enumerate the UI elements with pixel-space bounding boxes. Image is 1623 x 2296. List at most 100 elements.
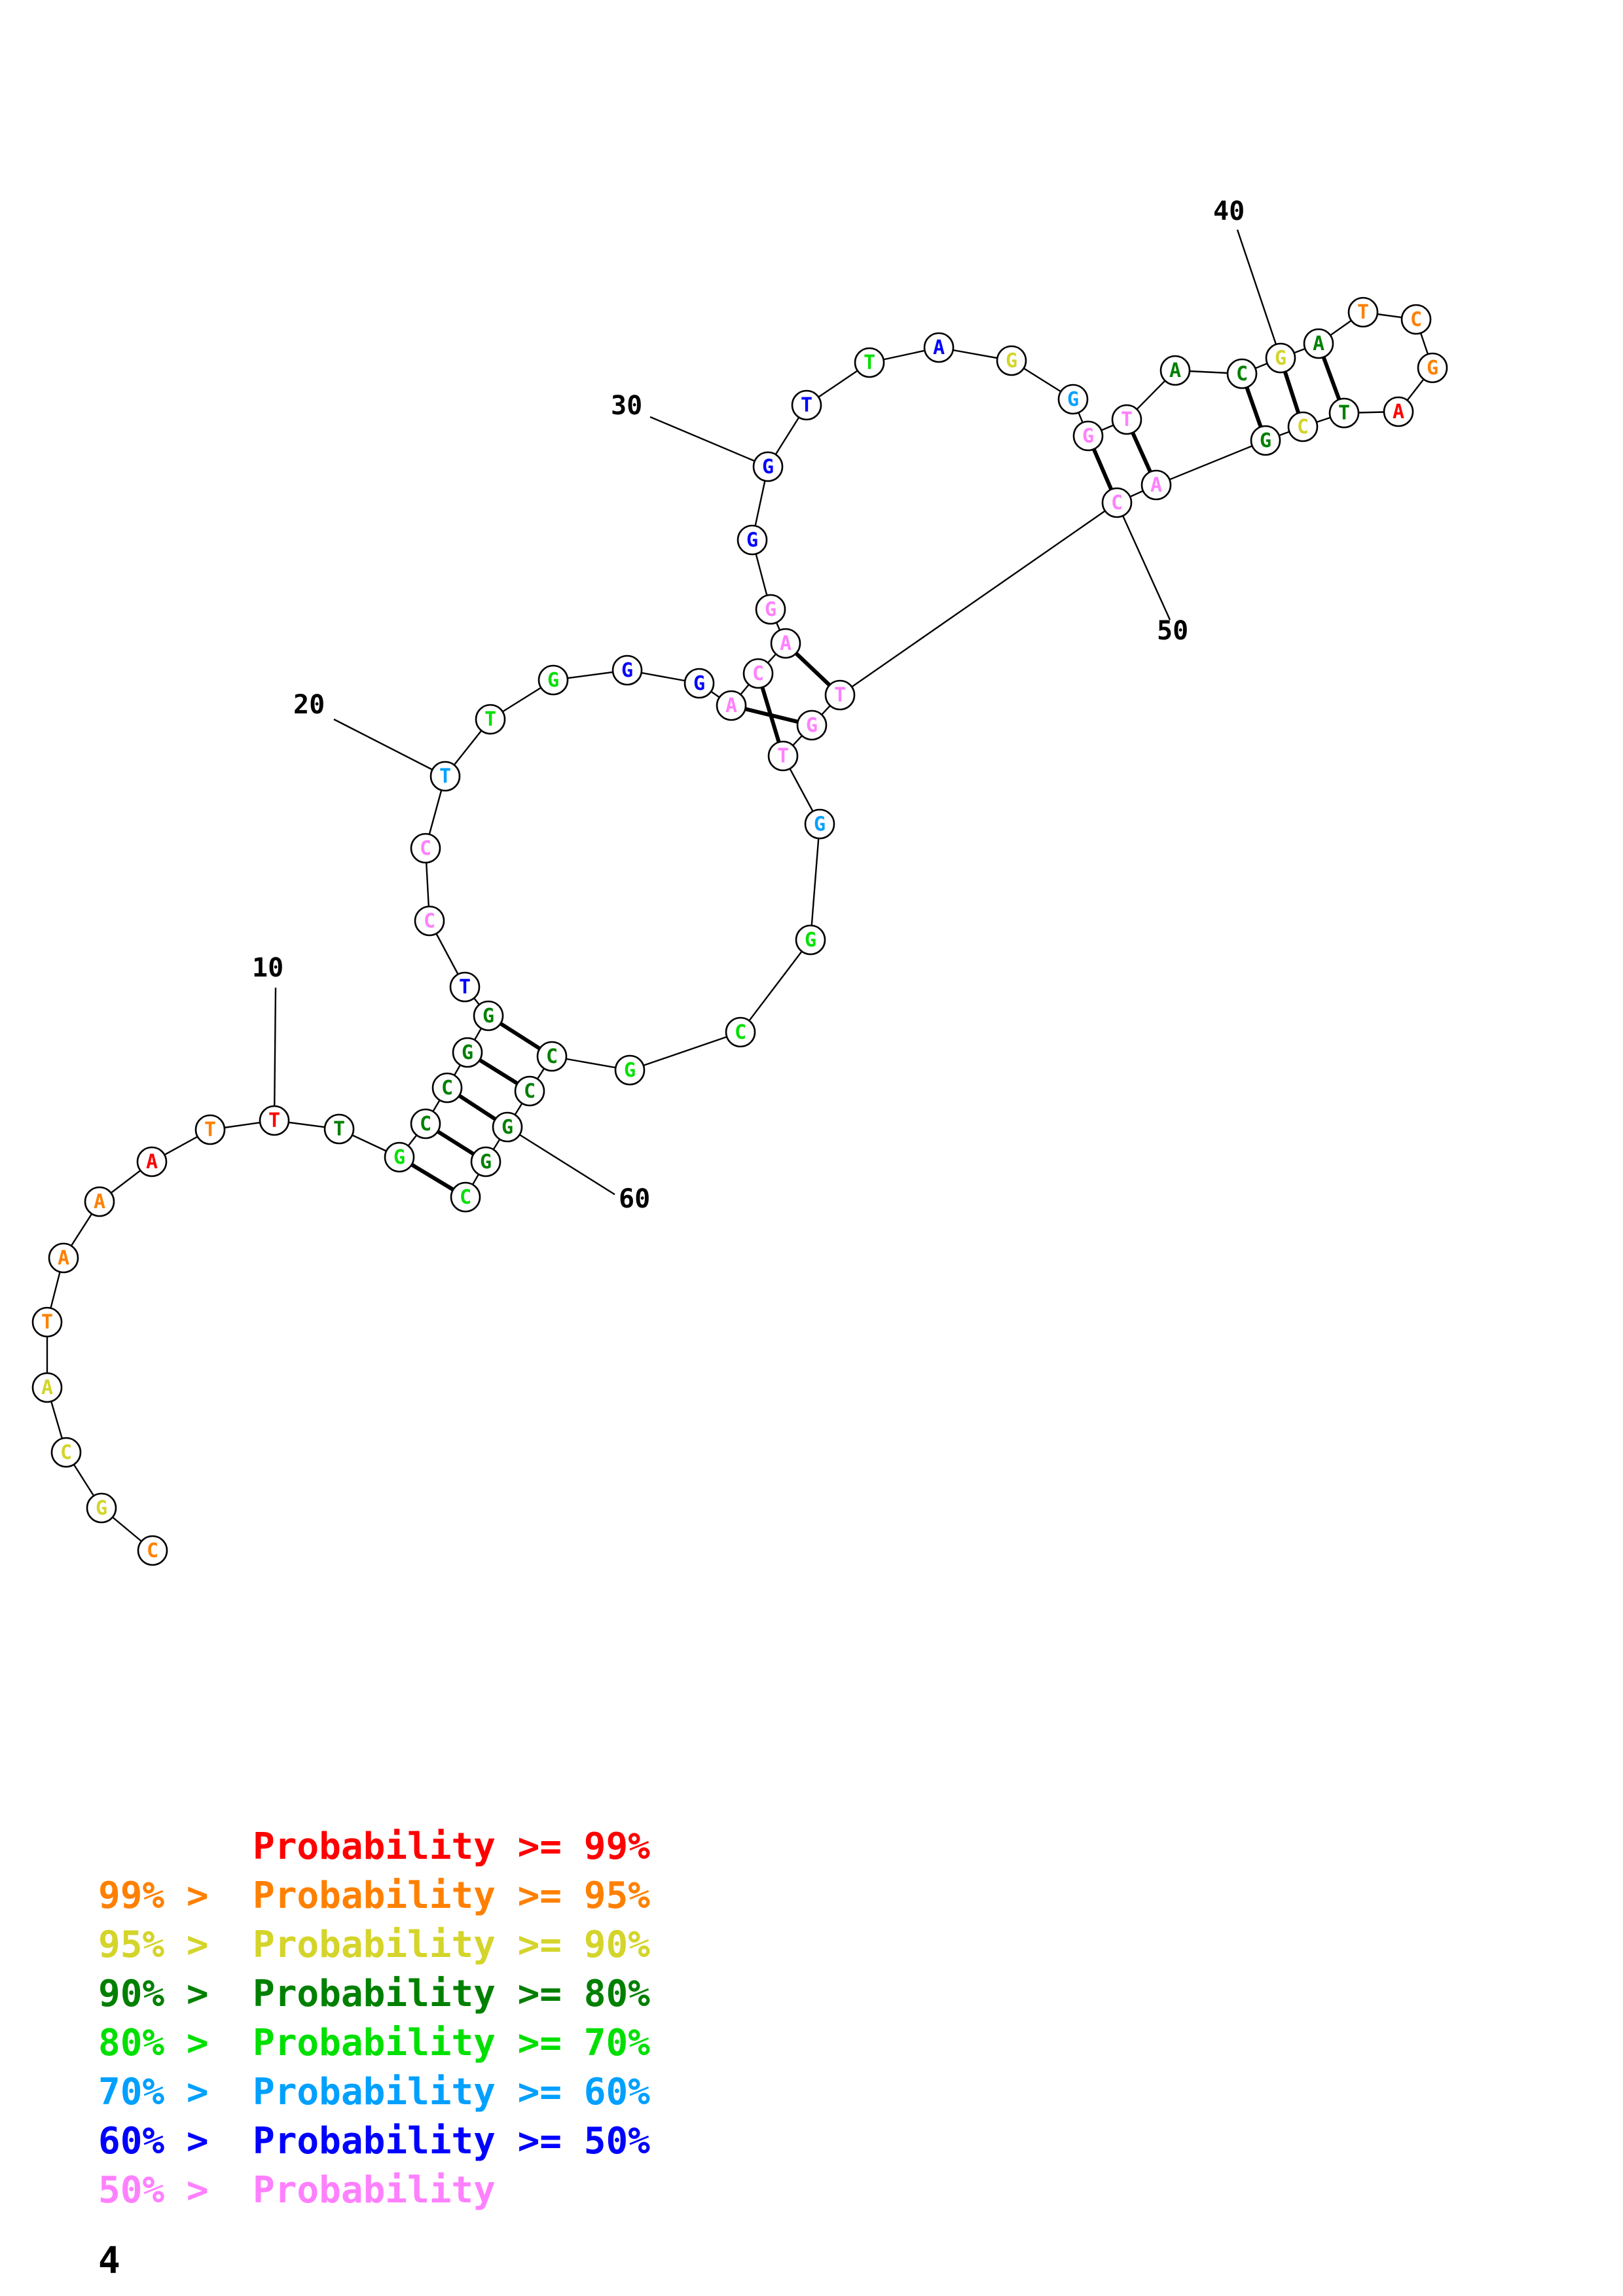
nucleotide-40: G: [1265, 342, 1296, 374]
backbone-segment: [740, 939, 811, 1033]
legend-row: Probability >= 99%: [253, 1825, 650, 1868]
base-pair-bond: [1091, 448, 1114, 490]
backbone-segment: [629, 1031, 741, 1071]
nucleotide-23: G: [611, 655, 643, 686]
nucleotide-circle: [1250, 425, 1281, 456]
nucleotide-43: C: [1400, 304, 1432, 335]
nucleotide-base: G: [621, 659, 633, 682]
base-pair-bond: [499, 1022, 541, 1050]
nucleotide-base: G: [762, 456, 774, 478]
nucleotide-circle: [384, 1141, 415, 1173]
legend-prefix: 70% >: [98, 2071, 209, 2113]
nucleotide-5: T: [31, 1306, 63, 1338]
nucleotide-52: G: [796, 709, 828, 741]
nucleotide-13: C: [410, 1108, 441, 1139]
nucleotide-base: T: [459, 976, 471, 999]
nucleotide-56: C: [725, 1016, 756, 1048]
nucleotide-circle: [431, 1072, 463, 1103]
nucleotide-base: A: [1393, 401, 1404, 423]
nucleotide-21: T: [475, 704, 506, 735]
nucleotide-base: G: [96, 1497, 107, 1520]
legend-label: Probability >= 70%: [253, 2022, 650, 2064]
legend-row: 60% > Probability >= 50%: [98, 2120, 650, 2162]
nucleotide-circle: [804, 808, 835, 840]
nucleotide-9: T: [194, 1114, 226, 1145]
nucleotide-2: G: [86, 1492, 117, 1524]
nucleotide-circle: [1287, 411, 1319, 442]
nucleotide-27: A: [770, 628, 801, 659]
nucleotide-circle: [611, 655, 643, 686]
nucleotide-base: C: [752, 662, 764, 685]
nucleotide-base: G: [1260, 429, 1271, 452]
base-pair-bond: [458, 1094, 497, 1121]
nucleotide-base: G: [624, 1059, 636, 1082]
legend-row: 80% > Probability >= 70%: [98, 2022, 650, 2064]
nucleotide-circle: [514, 1075, 545, 1107]
nucleotide-circle: [452, 1037, 483, 1068]
nucleotide-4: A: [31, 1372, 63, 1403]
nucleotide-circle: [716, 690, 747, 721]
nucleotide-37: T: [1111, 404, 1142, 435]
nucleotide-base: C: [441, 1077, 453, 1100]
nucleotide-base: C: [60, 1441, 72, 1464]
nucleotide-circle: [1347, 296, 1379, 328]
nucleotide-19: C: [410, 833, 441, 864]
index-tick: [273, 987, 277, 1121]
nucleotide-38: A: [1159, 355, 1191, 386]
base-pair-bond: [760, 687, 781, 743]
base-pair-bond: [479, 1058, 519, 1085]
legend-row: 70% > Probability >= 60%: [98, 2071, 650, 2113]
nucleotide-base: C: [1236, 363, 1248, 386]
nucleotide-base: G: [805, 929, 816, 952]
base-pair-bond: [437, 1130, 475, 1156]
nucleotide-base: T: [204, 1119, 216, 1141]
nucleotide-circle: [1383, 396, 1414, 427]
nucleotide-base: A: [1313, 332, 1324, 355]
nucleotide-61: G: [470, 1146, 501, 1177]
nucleotide-base: C: [420, 1113, 431, 1136]
nucleotide-22: G: [538, 664, 569, 696]
nucleotide-57: G: [614, 1054, 646, 1086]
nucleotide-62: C: [450, 1181, 481, 1213]
backbone-segment: [809, 823, 821, 941]
nucleotide-base: C: [1297, 416, 1309, 439]
index-tick: [1116, 502, 1171, 620]
nucleotide-circle: [1140, 469, 1172, 501]
nucleotide-circle: [137, 1535, 168, 1566]
nucleotide-base: G: [1067, 388, 1079, 411]
nucleotide-circle: [1101, 487, 1133, 518]
nucleotide-10: T: [259, 1105, 290, 1136]
nucleotide-base: T: [268, 1109, 280, 1132]
nucleotide-41: A: [1303, 328, 1334, 359]
nucleotide-base: C: [546, 1045, 558, 1068]
nucleotide-base: T: [484, 708, 496, 731]
index-label: 60: [619, 1184, 650, 1214]
nucleotide-39: C: [1226, 358, 1258, 389]
nucleotide-circle: [136, 1146, 168, 1177]
nucleotide-circle: [752, 451, 784, 482]
nucleotide-16: G: [473, 1000, 504, 1031]
nucleotide-circle: [824, 679, 856, 711]
index-label: 50: [1157, 616, 1188, 646]
nucleotide-50: C: [1101, 487, 1133, 518]
nucleotide-36: G: [1072, 420, 1104, 452]
nucleotide-circle: [737, 524, 768, 556]
nucleotide-1: C: [137, 1535, 168, 1566]
nucleotide-31: T: [791, 389, 822, 421]
index-labels: 10 20 30 40 50 60: [252, 196, 1282, 1214]
nucleotide-base: G: [806, 714, 818, 737]
nucleotide-circle: [1328, 397, 1360, 429]
nucleotide-6: A: [48, 1242, 79, 1274]
nucleotide-base: T: [801, 394, 812, 417]
nucleotide-base: T: [1357, 301, 1369, 324]
index-label: 20: [293, 690, 325, 720]
nucleotide-base: G: [1275, 347, 1286, 370]
base-pair-bond: [410, 1162, 454, 1192]
nucleotide-circle: [31, 1306, 63, 1338]
nucleotide-circle: [31, 1372, 63, 1403]
nucleotide-base: T: [439, 765, 451, 788]
nucleotide-32: T: [854, 347, 885, 378]
backbone-segment: [839, 502, 1118, 696]
nucleotide-circle: [50, 1437, 82, 1468]
